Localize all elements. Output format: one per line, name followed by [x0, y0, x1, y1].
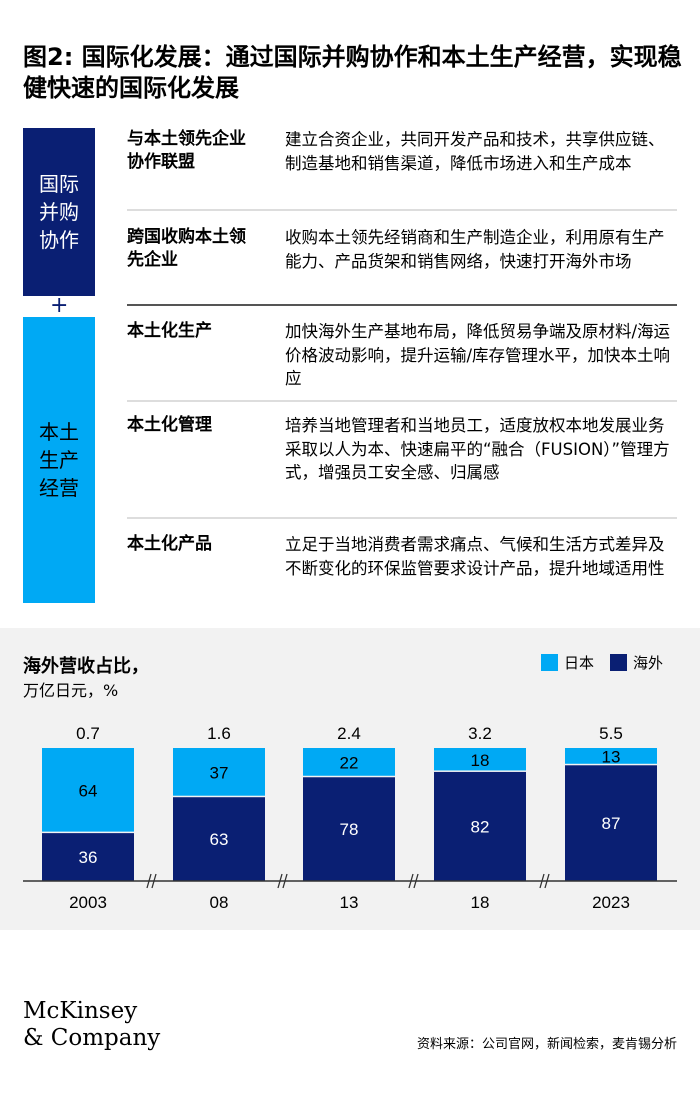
bar-chart: 36 64 0.7 2003 63 37 1.6 08 78 22 2.4 13 82 18 3.2 18 87… — [23, 724, 677, 912]
axis-break-icon — [277, 873, 283, 889]
page-title: 图2: 国际化发展：通过国际并购协作和本土生产经营，实现稳健快速的国际化发展 — [23, 43, 682, 102]
table-row: 本土化生产 加快海外生产基地布局，降低贸易争端及原材料/海运价格波动影响，提升运输… — [127, 320, 677, 402]
data-label-overseas: 63 — [210, 830, 229, 849]
total-label: 0.7 — [76, 724, 100, 743]
total-label: 3.2 — [468, 724, 492, 743]
bar-overseas — [42, 833, 134, 881]
chart-subtitle: 万亿日元，% — [23, 681, 119, 700]
bar-japan — [173, 748, 265, 796]
chart-panel: 海外营收占比， 万亿日元，% 日本 海外 36 64 0.7 2003 63 37 1.6 0… — [0, 628, 700, 930]
x-tick-label: 2003 — [69, 893, 107, 912]
bar-japan — [42, 748, 134, 832]
bar-japan — [303, 748, 395, 776]
legend-swatch — [541, 654, 558, 671]
data-label-overseas: 36 — [79, 848, 98, 867]
axis-break-icon — [544, 873, 550, 889]
x-tick-label: 18 — [471, 893, 490, 912]
bar-japan — [565, 748, 657, 764]
bar-japan — [434, 748, 526, 771]
bar-overseas — [173, 797, 265, 881]
total-label: 1.6 — [207, 724, 231, 743]
axis-break-icon — [282, 873, 288, 889]
axis-break-icon — [539, 873, 545, 889]
data-label-japan: 18 — [471, 751, 490, 770]
axis-break-icon — [151, 873, 157, 889]
data-label-japan: 64 — [79, 782, 98, 801]
bar-overseas — [303, 777, 395, 881]
group-local: 本土生产经营 — [23, 317, 95, 603]
plus-icon: + — [50, 293, 69, 318]
data-label-overseas: 87 — [602, 814, 621, 833]
x-tick-label: 2023 — [592, 893, 630, 912]
data-label-japan: 37 — [210, 764, 229, 783]
legend-overseas: 海外 — [610, 652, 663, 673]
bar-overseas — [434, 771, 526, 881]
table-row: 本土化产品 立足于当地消费者需求痛点、气候和生活方式差异及不断变化的环保监管要求设… — [127, 534, 665, 578]
group-ma: 国际并购协作 — [23, 128, 95, 296]
data-label-overseas: 78 — [340, 820, 359, 839]
legend-japan: 日本 — [541, 652, 594, 673]
total-label: 2.4 — [337, 724, 361, 743]
axis-break-icon — [413, 873, 419, 889]
table-row: 跨国收购本土领先企业 收购本土领先经销商和生产制造企业，利用原有生产能力、产品货架… — [127, 226, 677, 306]
table-row: 与本土领先企业协作联盟 建立合资企业，共同开发产品和技术，共享供应链、制造基地和销… — [127, 128, 677, 211]
data-label-japan: 13 — [602, 748, 621, 767]
source-note: 资料来源：公司官网，新闻检索，麦肯锡分析 — [416, 1037, 677, 1052]
bar-overseas — [565, 765, 657, 881]
x-tick-label: 08 — [210, 893, 229, 912]
data-label-overseas: 82 — [471, 817, 490, 836]
axis-break-icon — [408, 873, 414, 889]
chart-title: 海外营收占比， — [23, 656, 149, 677]
mckinsey-logo: McKinsey & Company — [23, 998, 161, 1051]
x-tick-label: 13 — [340, 893, 359, 912]
data-label-japan: 22 — [340, 754, 359, 773]
table-row: 本土化管理 培养当地管理者和当地员工，适度放权本地发展业务采取以人为本、快速扁平的… — [127, 414, 677, 519]
axis-break-icon — [146, 873, 152, 889]
total-label: 5.5 — [599, 724, 623, 743]
legend-swatch — [610, 654, 627, 671]
